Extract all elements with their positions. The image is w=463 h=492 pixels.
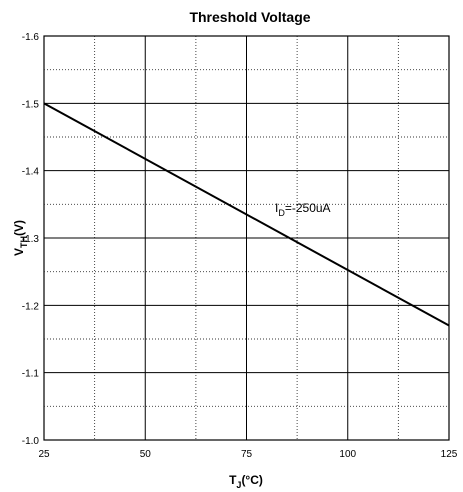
x-tick-label-1: 50 [140,449,152,460]
y-tick-label-0: -1.0 [22,436,40,447]
y-tick-label-5: -1.5 [22,99,40,110]
x-axis-label-main: T [229,473,237,487]
series-line-0 [43,102,450,327]
y-tick-label-6: -1.6 [22,32,40,43]
y-tick-label-4: -1.4 [22,167,40,178]
x-tick-label-2: 75 [241,449,253,460]
annotation-suffix: =-250uA [285,201,331,215]
y-axis-label-sub: TH [19,236,29,248]
x-tick-label-3: 100 [339,449,356,460]
y-axis-label-suffix: (V) [12,220,26,236]
series-annotation: ID=-250uA [275,201,331,218]
x-axis-label-sub: J [236,480,241,490]
annotation-sub: D [278,208,285,218]
x-axis-label: TJ(°C) [229,473,263,490]
chart-title: Threshold Voltage [189,9,310,25]
tick-layer: 25 50 75 100 125 -1.0 -1.1 -1.2 -1.3 -1.4 -1.5 -1.6 [22,32,458,460]
y-axis-label-main: V [12,248,26,256]
annotation-main: I [275,201,278,215]
y-tick-label-2: -1.2 [22,301,40,312]
x-tick-label-0: 25 [38,449,50,460]
y-axis-label: VTH(V) [12,220,29,256]
grid-layer [43,35,450,441]
x-axis-label-suffix: (°C) [241,473,262,487]
y-tick-label-1: -1.1 [22,369,40,380]
series-layer [43,102,450,327]
y-tick-label-3: -1.3 [22,234,40,245]
x-tick-label-4: 125 [441,449,458,460]
